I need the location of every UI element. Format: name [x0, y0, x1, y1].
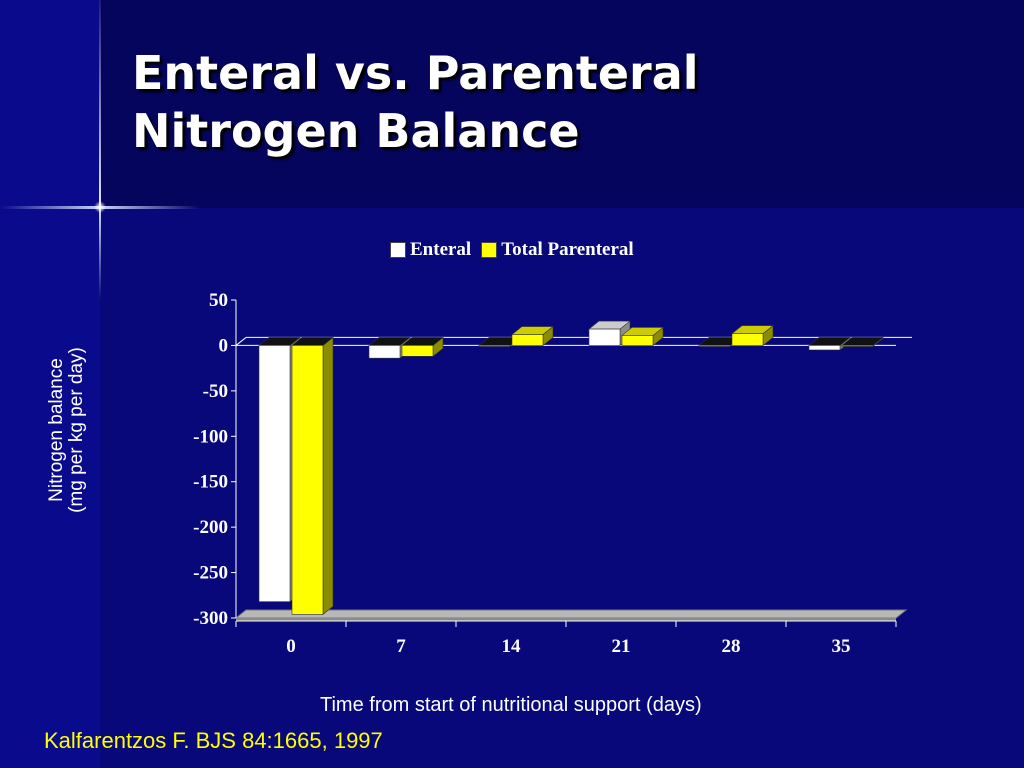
slide-title: Enteral vs. Parenteral Nitrogen Balance — [132, 44, 699, 160]
legend-label-enteral: Enteral — [410, 239, 472, 260]
x-tick-label: 21 — [612, 636, 631, 657]
legend-swatch-total-parenteral — [481, 242, 498, 258]
y-tick-label: 0 — [219, 335, 229, 356]
x-tick-label: 0 — [286, 636, 296, 657]
slide-title-line-1: Enteral vs. Parenteral — [132, 46, 699, 100]
bar-total-parenteral-day-0 — [291, 336, 334, 615]
decorative-glint — [94, 201, 106, 213]
legend-item-total-parenteral: Total Parenteral — [481, 239, 634, 261]
chart-legend: Enteral Total Parenteral — [390, 238, 644, 262]
legend-item-enteral: Enteral — [390, 239, 471, 261]
background-title-band — [100, 0, 1024, 208]
y-tick-label: -300 — [193, 608, 228, 629]
y-tick-label: 50 — [209, 290, 228, 311]
y-tick-label: -250 — [193, 563, 228, 584]
x-tick-label: 28 — [722, 636, 741, 657]
x-tick-label: 7 — [396, 636, 406, 657]
bar-total-parenteral-day-35 — [841, 336, 884, 347]
legend-swatch-enteral — [390, 242, 406, 258]
bar-total-parenteral-day-7 — [401, 336, 444, 357]
decorative-vertical-line — [99, 0, 101, 300]
bar-total-parenteral-day-21 — [621, 326, 664, 347]
background-left-band — [0, 0, 100, 768]
x-tick-label: 35 — [832, 636, 851, 657]
bar-total-parenteral-day-14 — [511, 325, 554, 347]
y-tick-label: -150 — [193, 472, 228, 493]
slide-title-line-2: Nitrogen Balance — [132, 104, 580, 158]
zero-baseline-depth — [235, 337, 247, 346]
legend-label-total-parenteral: Total Parenteral — [501, 239, 634, 260]
background-main — [100, 208, 1024, 768]
x-axis-label: Time from start of nutritional support (… — [320, 694, 702, 716]
bar-total-parenteral-day-28 — [731, 324, 774, 347]
y-tick-label: -100 — [193, 426, 228, 447]
citation: Kalfarentzos F. BJS 84:1665, 1997 — [44, 728, 383, 753]
y-tick-label: -50 — [203, 381, 228, 402]
chart-floor-edge — [236, 618, 896, 621]
x-tick-label: 14 — [502, 636, 522, 657]
chart-floor — [234, 609, 908, 619]
y-tick-label: -200 — [193, 517, 228, 538]
